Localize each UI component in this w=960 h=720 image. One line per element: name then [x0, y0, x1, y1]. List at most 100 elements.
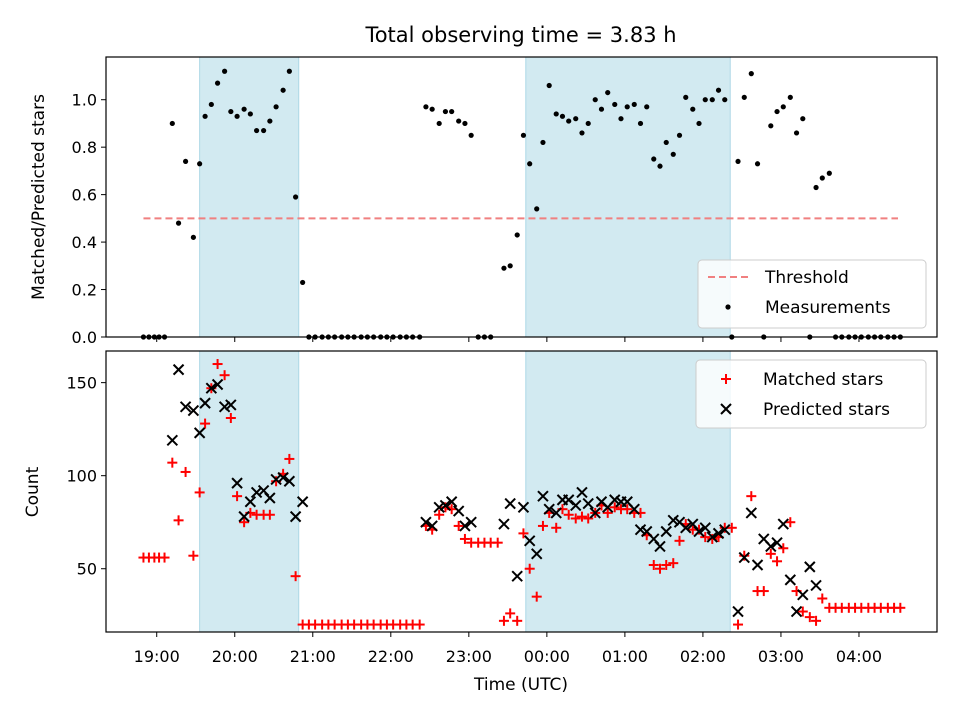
legend-matched-marker — [721, 374, 731, 384]
measurement-point — [241, 106, 247, 112]
matched-star-point — [188, 550, 199, 561]
measurement-point — [501, 265, 507, 271]
predicted-star-point — [517, 501, 530, 514]
matched-star-point — [707, 533, 718, 544]
matched-star-point — [239, 517, 250, 528]
measurement-point — [534, 206, 540, 212]
predicted-star-point — [244, 496, 257, 508]
measurement-point — [202, 113, 208, 119]
measurement-point — [800, 116, 806, 122]
matched-star-point — [797, 606, 808, 617]
predicted-star-point — [628, 503, 640, 515]
matched-star-point — [817, 593, 828, 604]
measurement-point — [826, 170, 832, 176]
legend-predicted-marker — [720, 403, 732, 415]
bottom-y-tick-label: 50 — [77, 560, 97, 579]
predicted-star-point — [576, 486, 588, 499]
matched-star-point — [518, 528, 529, 539]
bottom-y-axis-label: Count — [23, 466, 43, 517]
measurement-point — [813, 184, 819, 191]
matched-star-point — [648, 560, 659, 571]
x-axis-label: Time (UTC) — [473, 675, 568, 695]
x-tick-label: 23:00 — [446, 647, 492, 666]
matched-star-point — [661, 560, 672, 571]
measurement-point — [702, 97, 708, 103]
x-tick-label: 01:00 — [602, 647, 648, 666]
measurement-point — [715, 87, 722, 93]
matched-star-point — [622, 504, 633, 515]
top-y-tick-label: 0.4 — [72, 233, 97, 252]
matched-star-point — [167, 457, 178, 468]
predicted-star-point — [270, 473, 282, 486]
measurement-point — [670, 151, 676, 157]
predicted-star-point — [166, 434, 179, 447]
top-y-tick-label: 0.0 — [72, 328, 97, 347]
measurement-point — [507, 263, 513, 269]
measurement-point — [754, 161, 761, 167]
matched-star-point — [180, 466, 191, 477]
matched-star-point — [758, 586, 769, 597]
measurement-point — [585, 120, 591, 127]
predicted-star-point — [784, 574, 797, 586]
measurement-point — [527, 161, 533, 167]
predicted-star-point — [751, 559, 764, 571]
measurement-point — [598, 106, 605, 112]
predicted-star-point — [250, 486, 263, 499]
measurement-point — [520, 132, 527, 138]
measurement-point — [228, 108, 234, 115]
predicted-star-point — [205, 382, 218, 394]
matched-star-point — [655, 563, 665, 574]
legend-threshold-label: Threshold — [764, 268, 849, 288]
top-panel-frame — [105, 56, 938, 338]
matched-star-point — [212, 359, 223, 370]
bottom-legend: Matched stars Predicted stars — [695, 359, 927, 429]
matched-star-point — [219, 370, 230, 381]
measurement-point — [286, 68, 292, 74]
measurement-point — [663, 139, 669, 146]
matched-star-point — [563, 509, 574, 520]
predicted-star-point — [765, 540, 777, 553]
predicted-star-point — [790, 605, 803, 618]
predicted-star-point — [459, 520, 471, 532]
predicted-star-point — [531, 548, 543, 560]
predicted-star-point — [634, 523, 647, 536]
matched-star-point — [232, 491, 243, 502]
matched-star-point — [459, 533, 470, 544]
predicted-star-point — [420, 516, 432, 528]
matched-star-point — [772, 556, 783, 567]
measurement-point — [449, 108, 455, 115]
measurement-point — [253, 127, 260, 134]
matched-star-point — [434, 509, 445, 520]
predicted-star-point — [277, 471, 289, 484]
predicted-star-point — [810, 579, 822, 592]
shaded-interval-0 — [199, 350, 300, 633]
measurement-point — [644, 104, 650, 110]
matched-star-point — [440, 502, 451, 513]
predicted-star-point — [296, 496, 309, 508]
predicted-star-point — [218, 401, 231, 413]
top-y-tick-label: 0.6 — [72, 186, 97, 205]
matched-star-point — [570, 513, 581, 524]
bottom-y-tick-label: 100 — [66, 467, 97, 486]
measurement-point — [573, 116, 579, 122]
measurement-point — [182, 158, 189, 165]
top-y-tick-label: 0.2 — [72, 281, 97, 300]
measurement-point — [280, 87, 286, 93]
matched-star-point — [200, 418, 211, 429]
measurement-point — [222, 68, 228, 74]
predicted-star-point — [523, 535, 536, 547]
matched-star-point — [674, 535, 685, 546]
measurement-point — [540, 139, 546, 146]
predicted-star-point — [264, 492, 276, 504]
measurement-point — [696, 120, 702, 127]
matched-star-point — [551, 522, 562, 533]
predicted-star-point — [582, 497, 594, 510]
x-tick-label: 20:00 — [212, 647, 258, 666]
x-tick-label: 04:00 — [836, 647, 882, 666]
measurement-point — [631, 101, 637, 108]
measurement-point — [709, 97, 715, 103]
measurement-point — [514, 232, 520, 238]
measurement-point — [190, 234, 196, 240]
measurement-point — [267, 118, 273, 124]
